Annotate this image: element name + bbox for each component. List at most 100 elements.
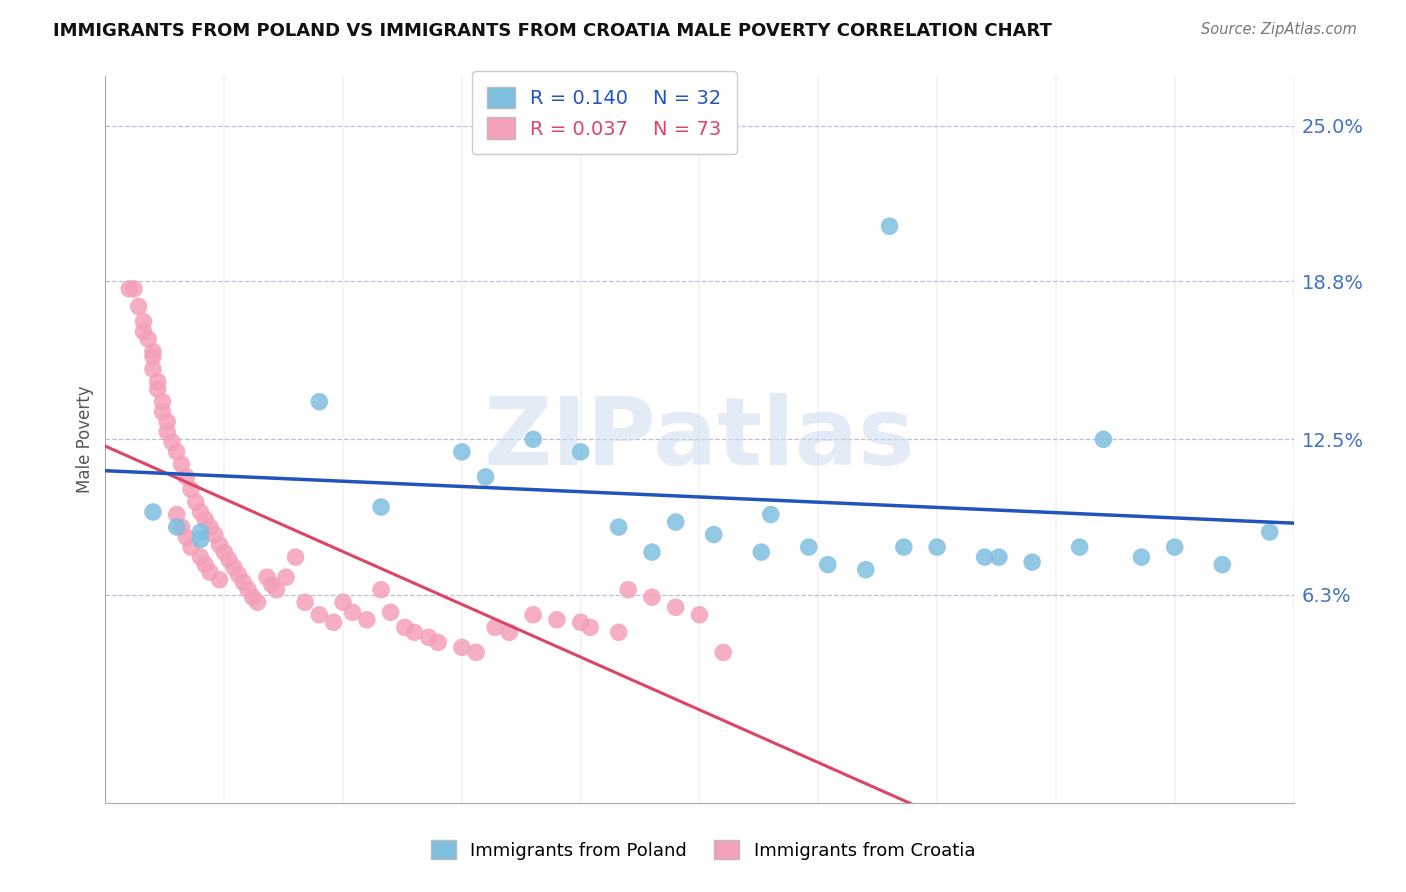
Point — [232, 575, 254, 590]
Point — [166, 508, 188, 522]
Point — [797, 540, 820, 554]
Point — [394, 620, 416, 634]
Point — [973, 550, 995, 565]
Point — [136, 332, 159, 346]
Point — [465, 645, 488, 659]
Point — [308, 607, 330, 622]
Point — [569, 445, 592, 459]
Point — [242, 591, 264, 605]
Legend: R = 0.140    N = 32, R = 0.037    N = 73: R = 0.140 N = 32, R = 0.037 N = 73 — [472, 71, 737, 154]
Text: Source: ZipAtlas.com: Source: ZipAtlas.com — [1201, 22, 1357, 37]
Point — [132, 314, 155, 328]
Point — [484, 620, 506, 634]
Point — [218, 552, 240, 566]
Point — [855, 563, 877, 577]
Point — [166, 520, 188, 534]
Point — [284, 550, 307, 565]
Point — [498, 625, 520, 640]
Point — [174, 470, 197, 484]
Point — [198, 520, 221, 534]
Point — [190, 533, 212, 547]
Point — [450, 640, 472, 655]
Point — [190, 524, 212, 539]
Point — [380, 605, 402, 619]
Point — [370, 500, 392, 514]
Point — [641, 545, 664, 559]
Point — [146, 375, 169, 389]
Point — [427, 635, 450, 649]
Point — [665, 515, 688, 529]
Point — [1258, 524, 1281, 539]
Point — [152, 394, 174, 409]
Point — [711, 645, 734, 659]
Point — [180, 540, 202, 554]
Point — [228, 567, 250, 582]
Point — [370, 582, 392, 597]
Point — [579, 620, 602, 634]
Point — [190, 505, 212, 519]
Point — [711, 44, 734, 58]
Point — [142, 362, 165, 376]
Point — [817, 558, 839, 572]
Point — [214, 545, 236, 559]
Point — [759, 508, 782, 522]
Point — [146, 382, 169, 396]
Point — [987, 550, 1010, 565]
Point — [122, 282, 145, 296]
Point — [166, 445, 188, 459]
Point — [308, 394, 330, 409]
Point — [1211, 558, 1233, 572]
Point — [180, 483, 202, 497]
Point — [665, 600, 688, 615]
Point — [617, 582, 640, 597]
Point — [274, 570, 297, 584]
Point — [142, 344, 165, 359]
Point — [893, 540, 915, 554]
Point — [607, 625, 630, 640]
Point — [641, 591, 664, 605]
Point — [118, 282, 141, 296]
Point — [1164, 540, 1187, 554]
Point — [236, 582, 259, 597]
Point — [322, 615, 344, 630]
Point — [474, 470, 496, 484]
Point — [546, 613, 568, 627]
Point — [356, 613, 378, 627]
Point — [160, 434, 183, 449]
Point — [194, 512, 217, 526]
Point — [418, 631, 440, 645]
Point — [184, 495, 207, 509]
Point — [256, 570, 278, 584]
Point — [569, 615, 592, 630]
Point — [156, 425, 179, 439]
Point — [266, 582, 288, 597]
Y-axis label: Male Poverty: Male Poverty — [76, 385, 94, 493]
Point — [925, 540, 948, 554]
Point — [174, 530, 197, 544]
Point — [879, 219, 901, 234]
Point — [190, 550, 212, 565]
Point — [332, 595, 354, 609]
Point — [450, 445, 472, 459]
Point — [246, 595, 269, 609]
Point — [1092, 433, 1115, 447]
Point — [128, 300, 150, 314]
Point — [170, 520, 193, 534]
Point — [749, 545, 772, 559]
Point — [294, 595, 316, 609]
Point — [198, 565, 221, 579]
Point — [156, 415, 179, 429]
Legend: Immigrants from Poland, Immigrants from Croatia: Immigrants from Poland, Immigrants from … — [423, 832, 983, 867]
Text: IMMIGRANTS FROM POLAND VS IMMIGRANTS FROM CROATIA MALE POVERTY CORRELATION CHART: IMMIGRANTS FROM POLAND VS IMMIGRANTS FRO… — [53, 22, 1052, 40]
Text: ZIPatlas: ZIPatlas — [484, 393, 915, 485]
Point — [1130, 550, 1153, 565]
Point — [522, 607, 544, 622]
Point — [170, 458, 193, 472]
Point — [1069, 540, 1091, 554]
Point — [208, 538, 231, 552]
Point — [142, 505, 165, 519]
Point — [703, 527, 725, 541]
Point — [204, 527, 226, 541]
Point — [222, 560, 245, 574]
Point — [342, 605, 364, 619]
